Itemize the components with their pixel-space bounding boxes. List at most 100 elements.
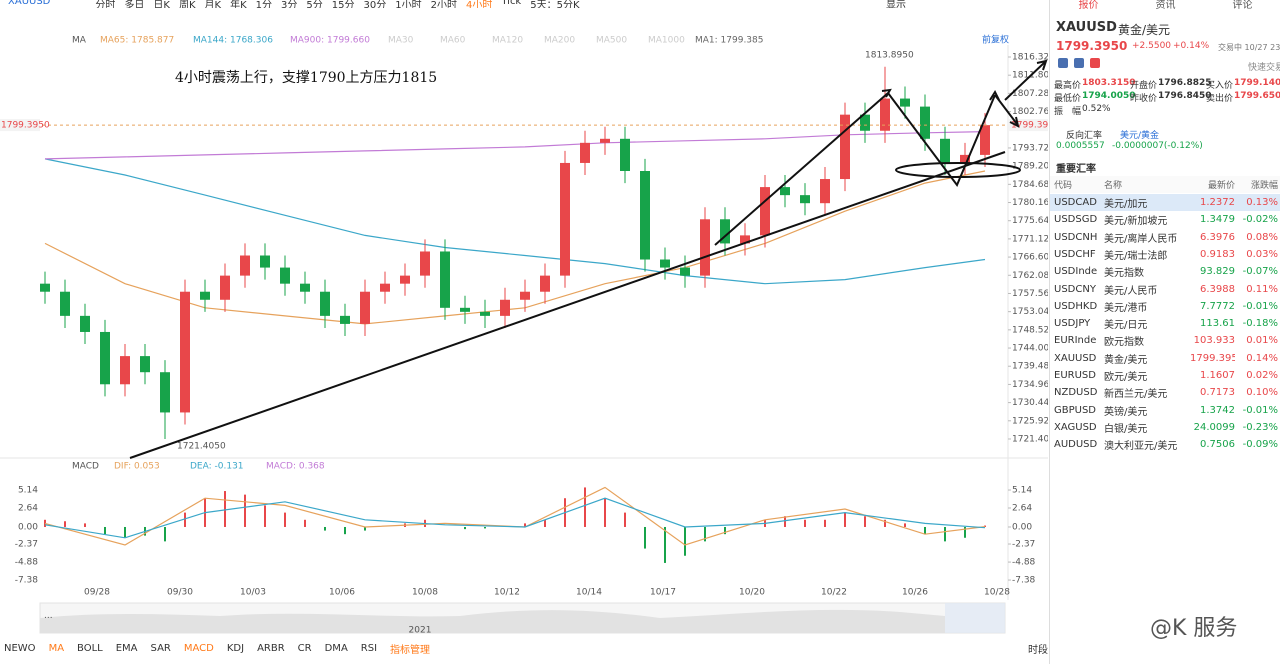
y-tick-label: -4.88 xyxy=(15,558,39,568)
candle-body xyxy=(560,162,570,276)
indicator-tab[interactable]: SAR xyxy=(150,642,171,654)
y-tick-label: 1780.1674 xyxy=(1012,198,1048,208)
period-tab[interactable]: 3分 xyxy=(281,0,298,8)
candle-body xyxy=(540,275,550,292)
quote-row[interactable]: USDCNH 美元/离岸人民币 6.3976 0.08% xyxy=(1050,229,1280,246)
candle-body xyxy=(100,331,110,385)
tab[interactable]: 报价 xyxy=(1078,0,1099,11)
indicator-tab[interactable]: BOLL xyxy=(77,642,103,654)
x-tick-label: 10/20 xyxy=(739,588,765,598)
tab[interactable]: 资讯 xyxy=(1155,0,1176,11)
indicator-tab[interactable]: ARBR xyxy=(257,642,285,654)
x-tick-label: 10/17 xyxy=(650,588,676,598)
watermark: @K 服务 xyxy=(1150,616,1238,641)
indicator-tab[interactable]: MACD xyxy=(183,642,214,654)
quote-row[interactable]: AUDUSD 澳大利亚元/美元 0.7506 -0.09% xyxy=(1050,436,1280,453)
symbol-name: 黄金/美元 xyxy=(1118,23,1171,37)
ma-line xyxy=(44,158,986,285)
candle-body xyxy=(940,138,950,163)
y-tick-label: 1753.0463 xyxy=(1012,307,1048,317)
period-tab[interactable]: 2小时 xyxy=(430,0,457,8)
period-tab[interactable]: 分时 xyxy=(95,0,116,8)
period-tab[interactable]: 1分 xyxy=(255,0,273,8)
cell: 美元/日元 xyxy=(1104,320,1148,332)
indicator-tab[interactable]: NEWO xyxy=(4,642,36,654)
quote-row[interactable]: USDHKD 美元/港币 7.7772 -0.01% xyxy=(1050,298,1280,315)
header-cell: 代码 xyxy=(1054,181,1073,191)
candle-body xyxy=(780,187,790,196)
year-label: 2021 xyxy=(409,626,432,636)
cell: -0.01% xyxy=(1242,300,1278,312)
quote-row[interactable]: EURInde 欧元指数 103.933 0.01% xyxy=(1050,332,1280,349)
quote-row[interactable]: XAUUSD 黄金/美元 1799.3950 0.14% xyxy=(1050,350,1280,367)
period-tab[interactable]: 5天：5分K xyxy=(530,0,580,8)
period-tab[interactable]: 1小时 xyxy=(395,0,422,8)
candle-body xyxy=(620,138,630,171)
quote-row[interactable]: USDCNY 美元/人民币 6.3988 0.11% xyxy=(1050,281,1280,298)
period-tab[interactable]: 年K xyxy=(230,0,247,8)
indicator-tab[interactable]: MA xyxy=(48,642,65,654)
reverse-value: 0.0005557 xyxy=(1056,141,1105,151)
candle-body xyxy=(640,170,650,260)
quote-row[interactable]: USDCHF 美元/瑞士法郎 0.9183 0.03% xyxy=(1050,246,1280,263)
period-tab[interactable]: 周K xyxy=(178,0,196,8)
indicator-tab[interactable]: EMA xyxy=(115,642,138,654)
period-tab[interactable]: 月K xyxy=(204,0,222,8)
cell: 0.01% xyxy=(1246,335,1278,347)
y-tick-label: -7.38 xyxy=(15,576,39,586)
header-cell: 涨跌幅 xyxy=(1250,181,1278,191)
legend-entry: MA120 xyxy=(492,36,523,46)
quote-row[interactable]: USDSGD 美元/新加坡元 1.3479 -0.02% xyxy=(1050,211,1280,228)
last-price-label: 1799.3950 xyxy=(1011,121,1048,131)
chart: ··· 4小时震荡上行，支撑1790上方压力1815 前复权 1816.3289… xyxy=(0,34,1048,636)
x-tick-label: 10/08 xyxy=(412,588,438,598)
period-tab[interactable]: 4小时 xyxy=(465,0,493,8)
status: 交易中 10/27 23:18(美 xyxy=(1218,43,1280,52)
quote-row[interactable]: USDInde 美元指数 93.829 -0.07% xyxy=(1050,263,1280,280)
quote-row[interactable]: EURUSD 欧元/美元 1.1607 0.02% xyxy=(1050,367,1280,384)
candle-body xyxy=(320,291,330,316)
quote-row[interactable]: GBPUSD 英镑/美元 1.3742 -0.01% xyxy=(1050,402,1280,419)
cell: 欧元/美元 xyxy=(1104,372,1148,383)
cell: 黄金/美元 xyxy=(1104,354,1148,366)
indicator-tab[interactable]: 指标管理 xyxy=(390,644,431,656)
cell: 0.11% xyxy=(1246,283,1278,295)
price-plot xyxy=(0,45,1008,458)
quote-row[interactable]: NZDUSD 新西兰元/美元 0.7173 0.10% xyxy=(1050,384,1280,401)
indicator-tab[interactable]: DMA xyxy=(324,642,348,654)
y-tick-label: 1793.7280 xyxy=(1012,143,1048,153)
indicator-tab[interactable]: RSI xyxy=(360,642,378,654)
candle-body xyxy=(520,291,530,300)
x-tick-label: 10/14 xyxy=(576,588,602,598)
stat-label: 最高价 xyxy=(1054,81,1082,91)
cell: -0.07% xyxy=(1242,266,1278,278)
quote-row[interactable]: XAGUSD 白银/美元 24.0099 -0.23% xyxy=(1050,419,1280,436)
session-button[interactable]: 时段 xyxy=(1028,644,1048,656)
cell: USDCHF xyxy=(1054,248,1096,260)
period-tab[interactable]: 15分 xyxy=(331,0,355,8)
adjust-label: 前复权 xyxy=(982,34,1009,46)
quote-row[interactable]: USDJPY 美元/日元 113.61 -0.18% xyxy=(1050,315,1280,332)
quote-row[interactable]: USDCAD 美元/加元 1.2372 0.13% xyxy=(1050,194,1280,211)
candle-body xyxy=(740,235,750,244)
high-label: 1813.8950 xyxy=(865,50,914,60)
indicator-tab[interactable]: KDJ xyxy=(226,642,245,654)
stat-value: 1799.140 xyxy=(1234,78,1280,88)
legend-entry: MA1: 1799.385 xyxy=(695,36,763,46)
display-menu: 显示 xyxy=(886,0,906,8)
legend-label: MA xyxy=(72,36,87,46)
y-tick-label: -2.37 xyxy=(15,540,38,550)
period-tab[interactable]: 30分 xyxy=(363,0,387,8)
header-cell: 名称 xyxy=(1104,181,1123,191)
candle-body xyxy=(180,291,190,413)
period-tab[interactable]: Tick xyxy=(501,0,522,7)
candle-body xyxy=(340,315,350,324)
period-tab[interactable]: 日K xyxy=(153,0,170,8)
tab[interactable]: 评论 xyxy=(1232,0,1253,11)
indicator-tab[interactable]: CR xyxy=(297,642,312,654)
period-tab[interactable]: 多日 xyxy=(124,0,145,8)
cell: EURInde xyxy=(1054,335,1097,347)
period-tab[interactable]: 5分 xyxy=(306,0,323,8)
y-tick-label: 1775.6473 xyxy=(1012,216,1048,226)
stat-value: 1796.8825 xyxy=(1158,78,1212,88)
